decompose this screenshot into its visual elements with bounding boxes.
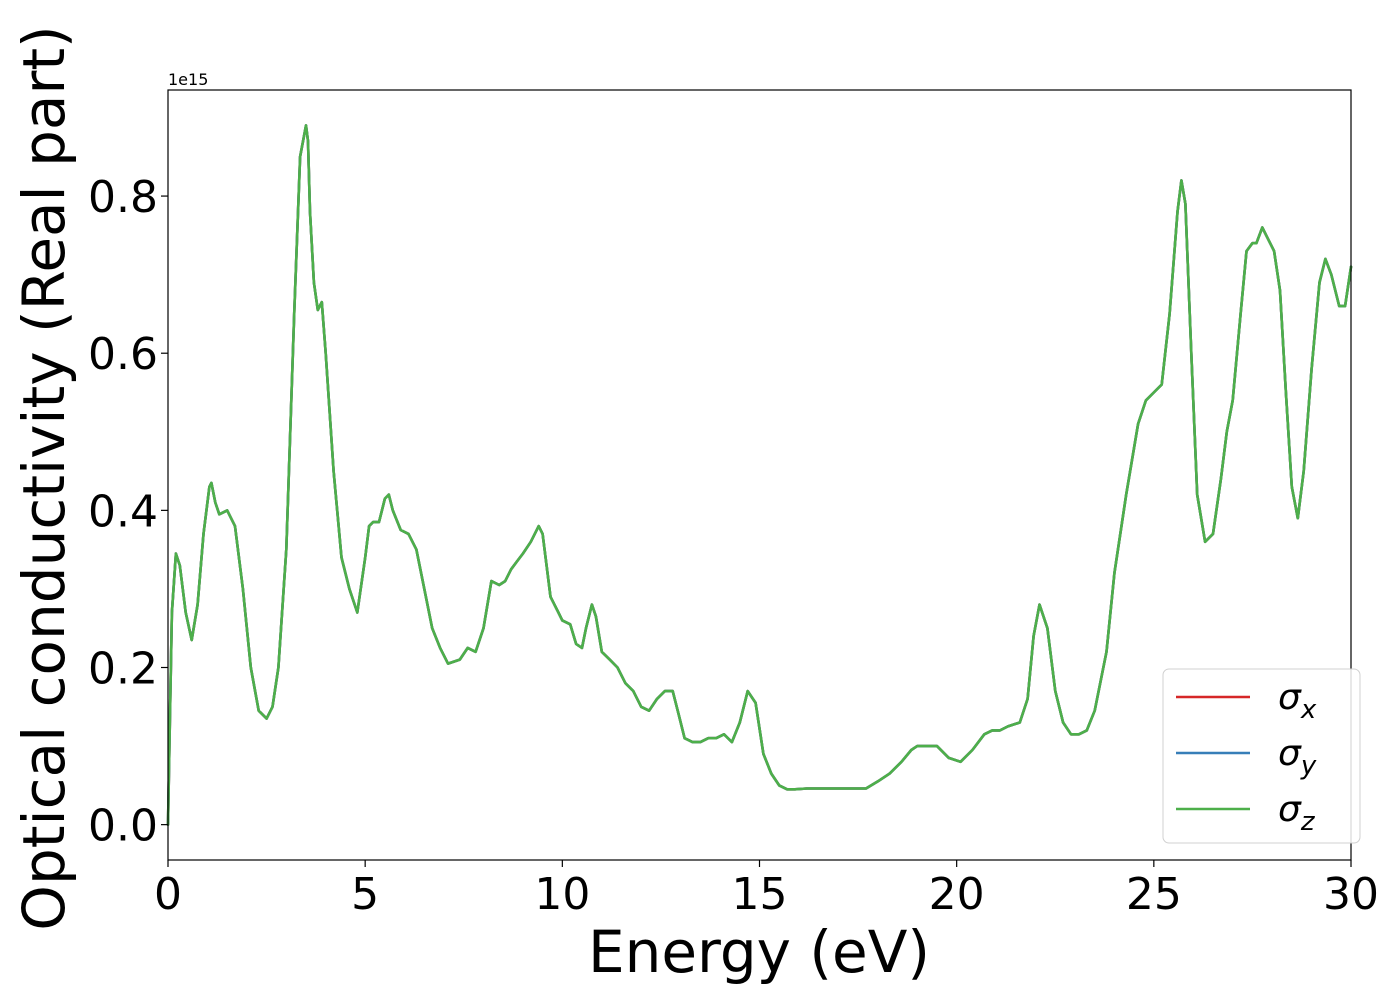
x-tick-label: 5 — [351, 869, 379, 920]
x-axis-ticks: 0 5 10 15 20 25 30 — [154, 860, 1379, 920]
x-tick-label: 25 — [1126, 869, 1182, 920]
legend: σx σy σz — [1162, 668, 1361, 844]
x-axis-label: Energy (eV) — [588, 918, 930, 986]
series-line-z — [166, 124, 1353, 826]
y-tick-label: 0.2 — [88, 644, 158, 695]
legend-label-x: σx — [1278, 677, 1317, 725]
y-tick-label: 0.0 — [88, 801, 158, 852]
legend-label-z: σz — [1278, 789, 1316, 837]
series-layer — [166, 124, 1353, 826]
x-tick-label: 20 — [929, 869, 985, 920]
x-tick-label: 30 — [1323, 869, 1379, 920]
y-axis-ticks: 0.0 0.2 0.4 0.6 0.8 — [88, 172, 168, 852]
y-tick-label: 0.6 — [88, 329, 158, 380]
x-tick-label: 10 — [534, 869, 590, 920]
y-offset-label: 1e15 — [168, 70, 208, 89]
legend-box — [1162, 668, 1361, 844]
x-tick-label: 0 — [154, 869, 182, 920]
y-tick-label: 0.8 — [88, 172, 158, 223]
legend-label-y: σy — [1278, 733, 1317, 781]
x-tick-label: 15 — [732, 869, 788, 920]
y-tick-label: 0.4 — [88, 486, 158, 537]
y-axis-label: Optical conductivity (Real part) — [10, 25, 78, 930]
